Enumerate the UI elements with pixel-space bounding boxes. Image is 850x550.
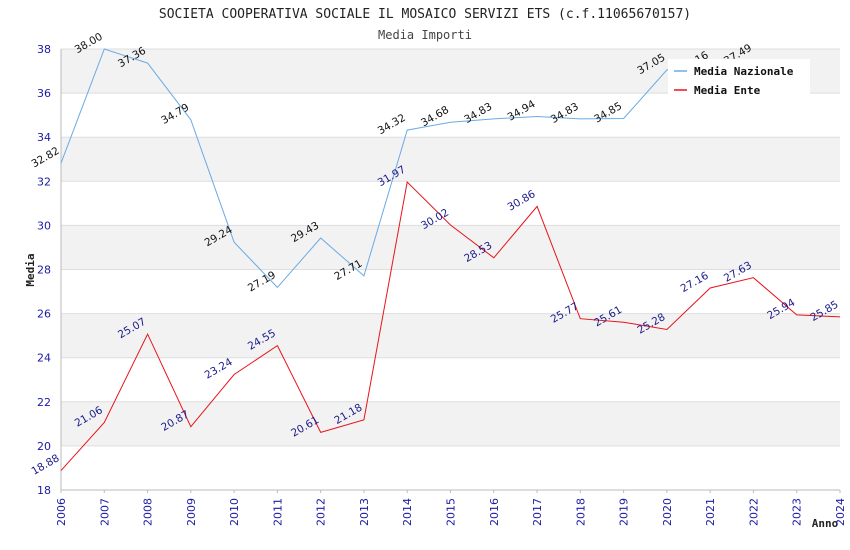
x-tick-label: 2022: [747, 498, 760, 526]
x-tick-labels: 2006 2007 2008 2009 2010 2011 2012 2013 2014 2015…: [55, 498, 847, 526]
y-tick-label: 32: [37, 175, 51, 188]
axes: [60, 49, 841, 493]
legend-box: [668, 59, 810, 97]
series-line-media-ente: [60, 180, 841, 471]
x-tick-label: 2017: [531, 498, 544, 526]
data-label: 18.88: [29, 452, 61, 477]
x-tick-label: 2018: [574, 498, 587, 526]
plot-band: [61, 313, 840, 358]
plot-band: [61, 181, 840, 226]
x-tick-label: 2013: [358, 498, 371, 526]
y-tick-label: 20: [37, 440, 51, 453]
series-lines: [60, 48, 841, 471]
y-tick-label: 28: [37, 264, 51, 277]
x-tick-label: 2010: [228, 498, 241, 526]
x-tick-label: 2020: [661, 498, 674, 526]
x-tick-label: 2012: [315, 498, 328, 526]
chart-subtitle: Media Importi: [378, 28, 472, 42]
legend-label-media-ente: Media Ente: [694, 84, 761, 97]
y-tick-label: 34: [37, 131, 51, 144]
y-tick-label: 22: [37, 396, 51, 409]
x-tick-label: 2008: [142, 498, 155, 526]
y-tick-labels: 18 20 22 24 26 28 30 32 34 36 38: [37, 43, 51, 497]
legend: Media Nazionale Media Ente: [668, 59, 810, 97]
y-axis-label: Media: [24, 253, 37, 286]
y-tick-label: 18: [37, 484, 51, 497]
x-tick-label: 2011: [271, 498, 284, 526]
x-tick-label: 2009: [185, 498, 198, 526]
plot-band: [61, 401, 840, 446]
plot-band: [61, 137, 840, 182]
plot-band: [61, 357, 840, 402]
series-line-media-nazionale: [60, 48, 754, 289]
y-tick-label: 36: [37, 87, 51, 100]
y-tick-label: 38: [37, 43, 51, 56]
data-label: 32.82: [29, 145, 61, 170]
y-tick-label: 26: [37, 308, 51, 321]
x-tick-label: 2015: [445, 498, 458, 526]
x-tick-label: 2019: [618, 498, 631, 526]
x-tick-label: 2007: [98, 498, 111, 526]
x-tick-label: 2023: [791, 498, 804, 526]
x-tick-label: 2006: [55, 498, 68, 526]
x-axis-label: Anno: [812, 517, 839, 530]
y-tick-label: 24: [37, 352, 51, 365]
y-tick-label: 30: [37, 219, 51, 232]
legend-label-media-nazionale: Media Nazionale: [694, 65, 794, 78]
plot-band: [61, 93, 840, 138]
plot-band: [61, 445, 840, 490]
x-tick-label: 2014: [401, 498, 414, 526]
x-tick-label: 2021: [704, 498, 717, 526]
plot-band: [61, 269, 840, 314]
x-tick-label: 2016: [488, 498, 501, 526]
chart-title: SOCIETA COOPERATIVA SOCIALE IL MOSAICO S…: [159, 7, 691, 22]
x-tick-label: 2024: [834, 498, 847, 526]
plot-band: [61, 225, 840, 270]
plot-background-bands: [61, 49, 840, 490]
